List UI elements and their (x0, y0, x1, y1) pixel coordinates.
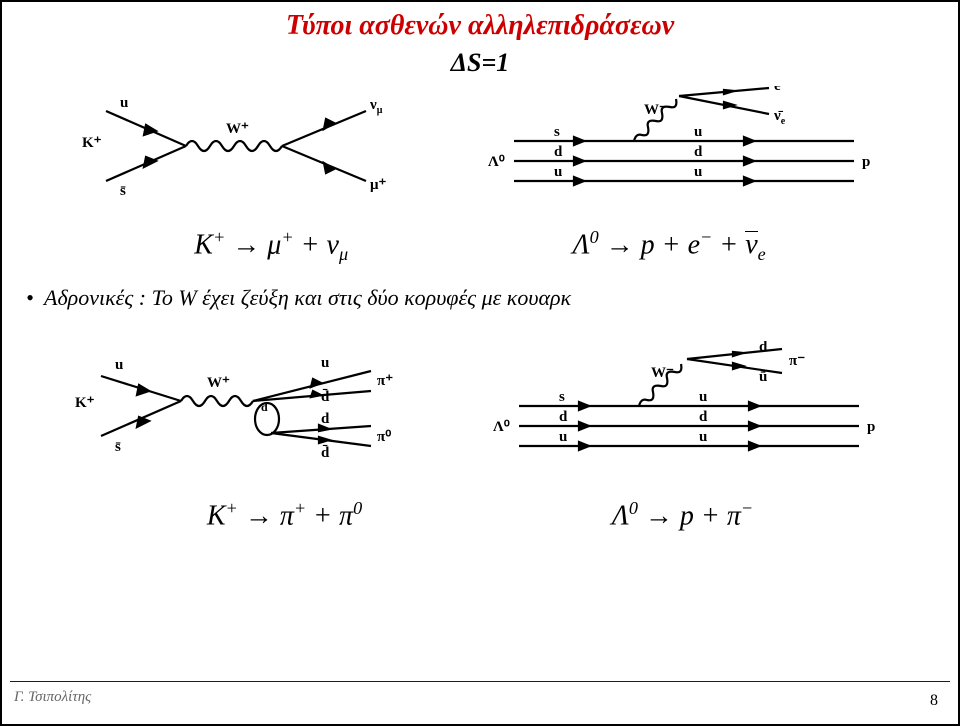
d3-u: u (115, 357, 123, 373)
d3-dbar2: d̄ (321, 445, 330, 461)
d3-sbar: s̄ (115, 439, 121, 455)
d4-pi: π⁻ (789, 353, 805, 369)
d2-u3: u (694, 164, 702, 180)
d3-d: d (321, 411, 330, 427)
eq-K-pipi: K+ → π+ + π0 (207, 498, 362, 532)
d4-u2: u (699, 389, 707, 405)
d4-W: W⁻ (651, 365, 674, 381)
d2-nubar: ν̄e (773, 108, 786, 127)
d4-L: Λ⁰ (493, 419, 510, 435)
d1-mu: μ⁺ (370, 177, 387, 193)
bullet-hadronic: •Αδρονικές : Το W έχει ζεύξη και στις δύ… (26, 285, 958, 311)
page-number: 8 (930, 692, 938, 710)
d3-pi-plus: π⁺ (377, 373, 393, 389)
eq-K-munu: K+ → μ+ + νμ (194, 227, 348, 265)
feynman-diagram-2: Λ⁰ s d u u d u W⁻ e⁻ ν̄e p (484, 86, 884, 211)
footer-divider (10, 681, 950, 682)
feynman-diagram-4: Λ⁰ s d u u d u W⁻ d ū π⁻ p (489, 341, 889, 476)
d2-d: d (554, 144, 563, 160)
d1-sbar: s̄ (120, 183, 126, 199)
feynman-diagram-1: K⁺ u s̄ W⁺ νμ μ⁺ (76, 91, 396, 206)
d2-d2: d (694, 144, 703, 160)
bullet-dot-icon: • (26, 285, 44, 311)
d4-u3: u (699, 429, 707, 445)
d1-K-label: K⁺ (82, 135, 102, 151)
d3-K: K⁺ (75, 395, 95, 411)
d2-L: Λ⁰ (488, 154, 505, 170)
equation-row-1: K+ → μ+ + νμ Λ0 → p + e− + νe (2, 227, 958, 265)
d2-u2: u (694, 124, 702, 140)
d4-p: p (867, 419, 875, 435)
d4-d3: d (759, 341, 768, 355)
diagram-row-1: K⁺ u s̄ W⁺ νμ μ⁺ (2, 86, 958, 211)
d3-loop-d: d (261, 400, 268, 414)
delta-s-label: ΔS=1 (2, 48, 958, 78)
footer-author: Γ. Τσιπολίτης (14, 689, 91, 706)
d1-W: W⁺ (226, 121, 249, 137)
d4-d2: d (699, 409, 708, 425)
eq-L-penu: Λ0 → p + e− + νe (573, 227, 766, 265)
eq-L-ppi: Λ0 → p + π− (612, 498, 753, 532)
d3-W: W⁺ (207, 375, 230, 391)
d2-W: W⁻ (644, 102, 667, 118)
d4-u: u (559, 429, 567, 445)
d3-pi-zero: π⁰ (377, 429, 391, 445)
d4-s: s (559, 389, 565, 405)
d2-p: p (862, 154, 870, 170)
d3-dbar: d̄ (321, 389, 330, 405)
d2-s: s (554, 124, 560, 140)
page-title: Τύποι ασθενών αλληλεπιδράσεων (2, 10, 958, 42)
d1-nu: νμ (369, 97, 383, 116)
d4-d: d (559, 409, 568, 425)
d1-u: u (120, 95, 128, 111)
feynman-diagram-3: K⁺ u s̄ W⁺ u d̄ π⁺ d d d̄ π⁰ (71, 341, 411, 476)
d3-u2: u (321, 355, 329, 371)
equation-row-2: K+ → π+ + π0 Λ0 → p + π− (2, 498, 958, 532)
d4-ubar: ū (759, 369, 767, 385)
diagram-row-2: K⁺ u s̄ W⁺ u d̄ π⁺ d d d̄ π⁰ (2, 341, 958, 476)
d2-u: u (554, 164, 562, 180)
d2-e: e⁻ (774, 86, 789, 94)
